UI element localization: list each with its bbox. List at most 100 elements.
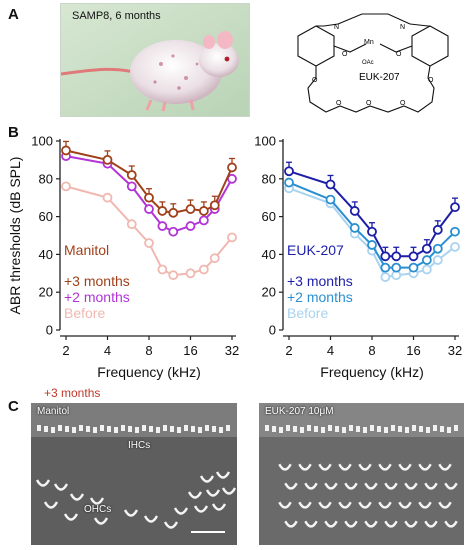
ihc-bundle <box>405 427 409 433</box>
hair-bundle <box>173 507 189 515</box>
o-label-ring-2: O <box>428 77 434 84</box>
hair-bundle <box>193 505 209 513</box>
data-point <box>432 255 443 265</box>
hair-bundle <box>318 501 332 509</box>
ihc-bundle <box>58 425 62 431</box>
hair-bundle <box>344 520 358 528</box>
sem-euk207-image <box>259 403 464 545</box>
data-point <box>157 221 168 231</box>
x-axis-label: Frequency (kHz) <box>97 364 200 380</box>
data-point <box>284 166 294 177</box>
data-point <box>168 207 179 218</box>
hair-bundle <box>418 463 432 471</box>
ihc-bundle <box>44 426 48 432</box>
x-tick-label: 16 <box>406 343 420 358</box>
panel-letter-c: C <box>8 398 19 415</box>
x-tick-label: 4 <box>104 343 111 358</box>
ihc-bundle <box>314 426 318 432</box>
hair-bundle <box>438 501 452 509</box>
ihc-bundle <box>191 426 195 432</box>
ihc-bundle <box>321 427 325 433</box>
data-point <box>126 181 137 192</box>
hair-bundle <box>338 501 352 509</box>
x-tick-label: 4 <box>327 343 334 358</box>
hair-bundle <box>424 482 438 490</box>
data-point <box>126 170 137 180</box>
sem-euk207 <box>259 403 464 545</box>
series-line-2 <box>65 155 233 233</box>
ohc-label: OHCs <box>84 504 112 515</box>
hair-bundle <box>278 463 292 471</box>
hair-bundle <box>444 520 458 528</box>
data-point <box>367 226 377 237</box>
hair-bundle <box>89 497 105 505</box>
hair-bundle <box>53 483 69 491</box>
ihc-bundle <box>412 425 416 431</box>
ihc-bundle <box>65 426 69 432</box>
hair-bundle <box>318 463 332 471</box>
data-point <box>432 243 443 254</box>
ihc-bundle <box>370 425 374 431</box>
hair-bundle <box>364 482 378 490</box>
hair-bundle <box>298 501 312 509</box>
ihc-bundle <box>272 426 276 432</box>
data-point <box>209 253 220 264</box>
ihc-bundle <box>184 425 188 431</box>
legend-entry: +3 months <box>287 273 353 289</box>
ihc-bundle <box>163 425 167 431</box>
ihc-bundle <box>440 426 444 432</box>
o-label-ring-5: O <box>400 100 406 107</box>
series-line-2 <box>288 181 456 269</box>
data-point <box>391 262 402 273</box>
legend-entry: +3 months <box>64 273 130 289</box>
x-axis-label: Frequency (kHz) <box>320 364 423 380</box>
chart-2: 0 20 40 60 80 100 2 4 8 16 32 Frequency (kHz) EUK-20… <box>254 134 462 381</box>
ihc-bundle <box>307 425 311 431</box>
x-tick-label: 32 <box>448 343 462 358</box>
data-point <box>157 264 168 275</box>
data-point <box>349 206 360 216</box>
hair-bundle <box>324 482 338 490</box>
data-point <box>432 224 443 235</box>
data-point <box>168 226 179 237</box>
y-tick-label: 0 <box>269 323 276 338</box>
ihc-bundle <box>128 426 132 432</box>
n-label-left: N <box>334 24 339 31</box>
series-line-3 <box>288 187 456 279</box>
x-tick-label: 8 <box>145 343 152 358</box>
hair-bundle <box>398 463 412 471</box>
data-point <box>227 173 237 184</box>
data-point <box>421 255 432 265</box>
hair-bundle <box>199 475 215 483</box>
data-point <box>227 162 237 173</box>
y-tick-label: 80 <box>39 171 53 186</box>
ihc-bundle <box>86 426 90 432</box>
data-point <box>227 232 237 243</box>
data-point <box>380 251 391 262</box>
hair-bundle <box>187 491 203 499</box>
hair-bundle <box>211 503 227 511</box>
data-point <box>198 264 209 275</box>
ihc-bundle <box>37 425 41 431</box>
ihc-bundle <box>335 426 339 432</box>
chart-1: 0 20 40 60 80 100 2 4 8 16 32 Frequency (kHz) ABR th… <box>7 134 239 381</box>
data-point <box>144 238 154 248</box>
n-label-right: N <box>400 24 405 31</box>
euk207-structure: N N O O Mn OAc EUK-207 O O O O O <box>297 13 449 113</box>
data-point <box>144 192 154 203</box>
data-point <box>102 155 113 165</box>
hair-bundle <box>215 471 231 479</box>
data-point <box>126 219 137 230</box>
y-axis-label: ABR thresholds (dB SPL) <box>7 157 23 315</box>
ihc-bundle <box>79 425 83 431</box>
data-point <box>198 215 209 226</box>
data-point <box>421 243 432 254</box>
ihc-bundle <box>419 426 423 432</box>
ihc-bundle <box>170 426 174 432</box>
ihc-bundle <box>212 426 216 432</box>
hair-bundle <box>123 509 139 517</box>
data-point <box>325 179 336 190</box>
hair-bundle <box>384 482 398 490</box>
hair-bundle <box>404 482 418 490</box>
hair-bundle <box>424 520 438 528</box>
